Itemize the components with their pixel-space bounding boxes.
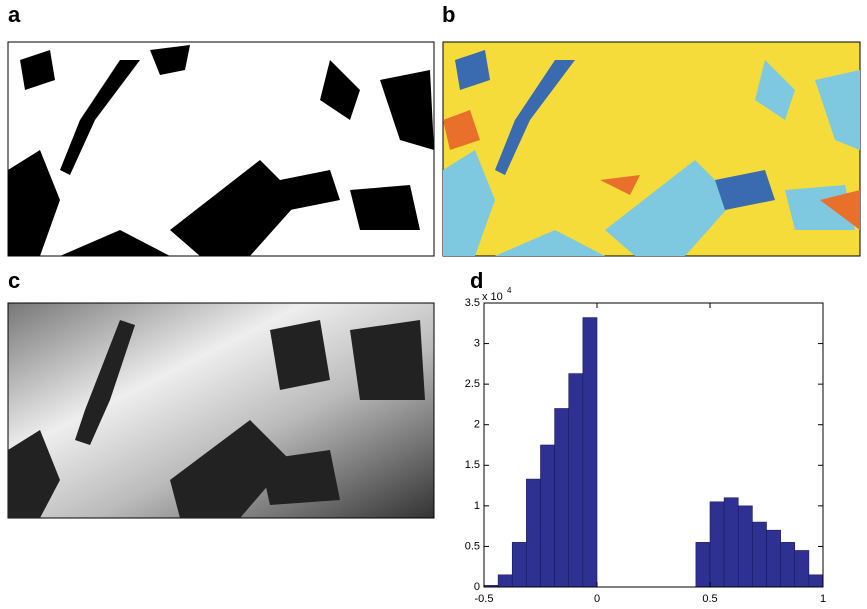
bar (723, 497, 739, 588)
panel-label: b (442, 2, 455, 27)
bar (780, 542, 796, 588)
bar (540, 444, 555, 588)
bar (497, 574, 513, 588)
y-tick-label: 2.5 (465, 378, 480, 390)
plot-frame (483, 302, 824, 588)
bar (808, 574, 824, 588)
bar (568, 373, 584, 588)
bar (582, 317, 598, 588)
panel-label: d (470, 268, 483, 293)
y-scale-base: x 10 (482, 291, 503, 303)
panel-label: c (8, 268, 20, 293)
panel-c-image (7, 302, 435, 519)
y-tick-label: 0.5 (465, 540, 480, 552)
x-tick-label: 0.5 (702, 593, 717, 605)
x-tick-label: 0 (594, 593, 600, 605)
bar (766, 529, 781, 588)
bar (554, 408, 570, 588)
panel-label: a (8, 2, 21, 27)
x-tick-label: 1 (820, 593, 826, 605)
y-scale-exponent: 4 (507, 286, 512, 295)
y-tick-label: 1 (474, 500, 480, 512)
bar (737, 505, 753, 588)
y-tick-label: 3.5 (465, 297, 480, 309)
bar (709, 501, 725, 588)
panel-a-image (7, 41, 435, 257)
y-tick-label: 0 (474, 581, 480, 593)
y-tick-label: 3 (474, 337, 480, 349)
panel-b-image (442, 41, 861, 257)
bar (695, 542, 711, 588)
bar (794, 550, 810, 588)
bar (752, 521, 767, 588)
x-tick-label: -0.5 (475, 593, 494, 605)
y-tick-label: 2 (474, 419, 480, 431)
y-tick-label: 1.5 (465, 459, 480, 471)
bar (526, 478, 541, 588)
bar (511, 542, 527, 588)
